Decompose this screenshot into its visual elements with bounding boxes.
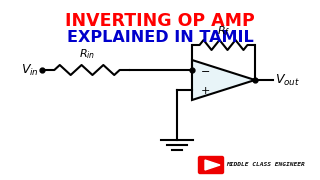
Text: $V_{out}$: $V_{out}$ — [275, 72, 300, 87]
Polygon shape — [192, 60, 255, 100]
Text: $+$: $+$ — [200, 84, 210, 96]
FancyBboxPatch shape — [198, 156, 223, 174]
Polygon shape — [205, 160, 220, 170]
Text: $R_f$: $R_f$ — [217, 24, 230, 38]
Text: $R_{in}$: $R_{in}$ — [79, 47, 95, 61]
Text: MIDDLE CLASS ENGINEER: MIDDLE CLASS ENGINEER — [226, 163, 305, 168]
Text: INVERTING OP AMP: INVERTING OP AMP — [65, 12, 255, 30]
Text: $V_{in}$: $V_{in}$ — [21, 62, 39, 78]
Text: $-$: $-$ — [200, 65, 210, 75]
Text: EXPLAINED IN TAMIL: EXPLAINED IN TAMIL — [67, 30, 253, 45]
